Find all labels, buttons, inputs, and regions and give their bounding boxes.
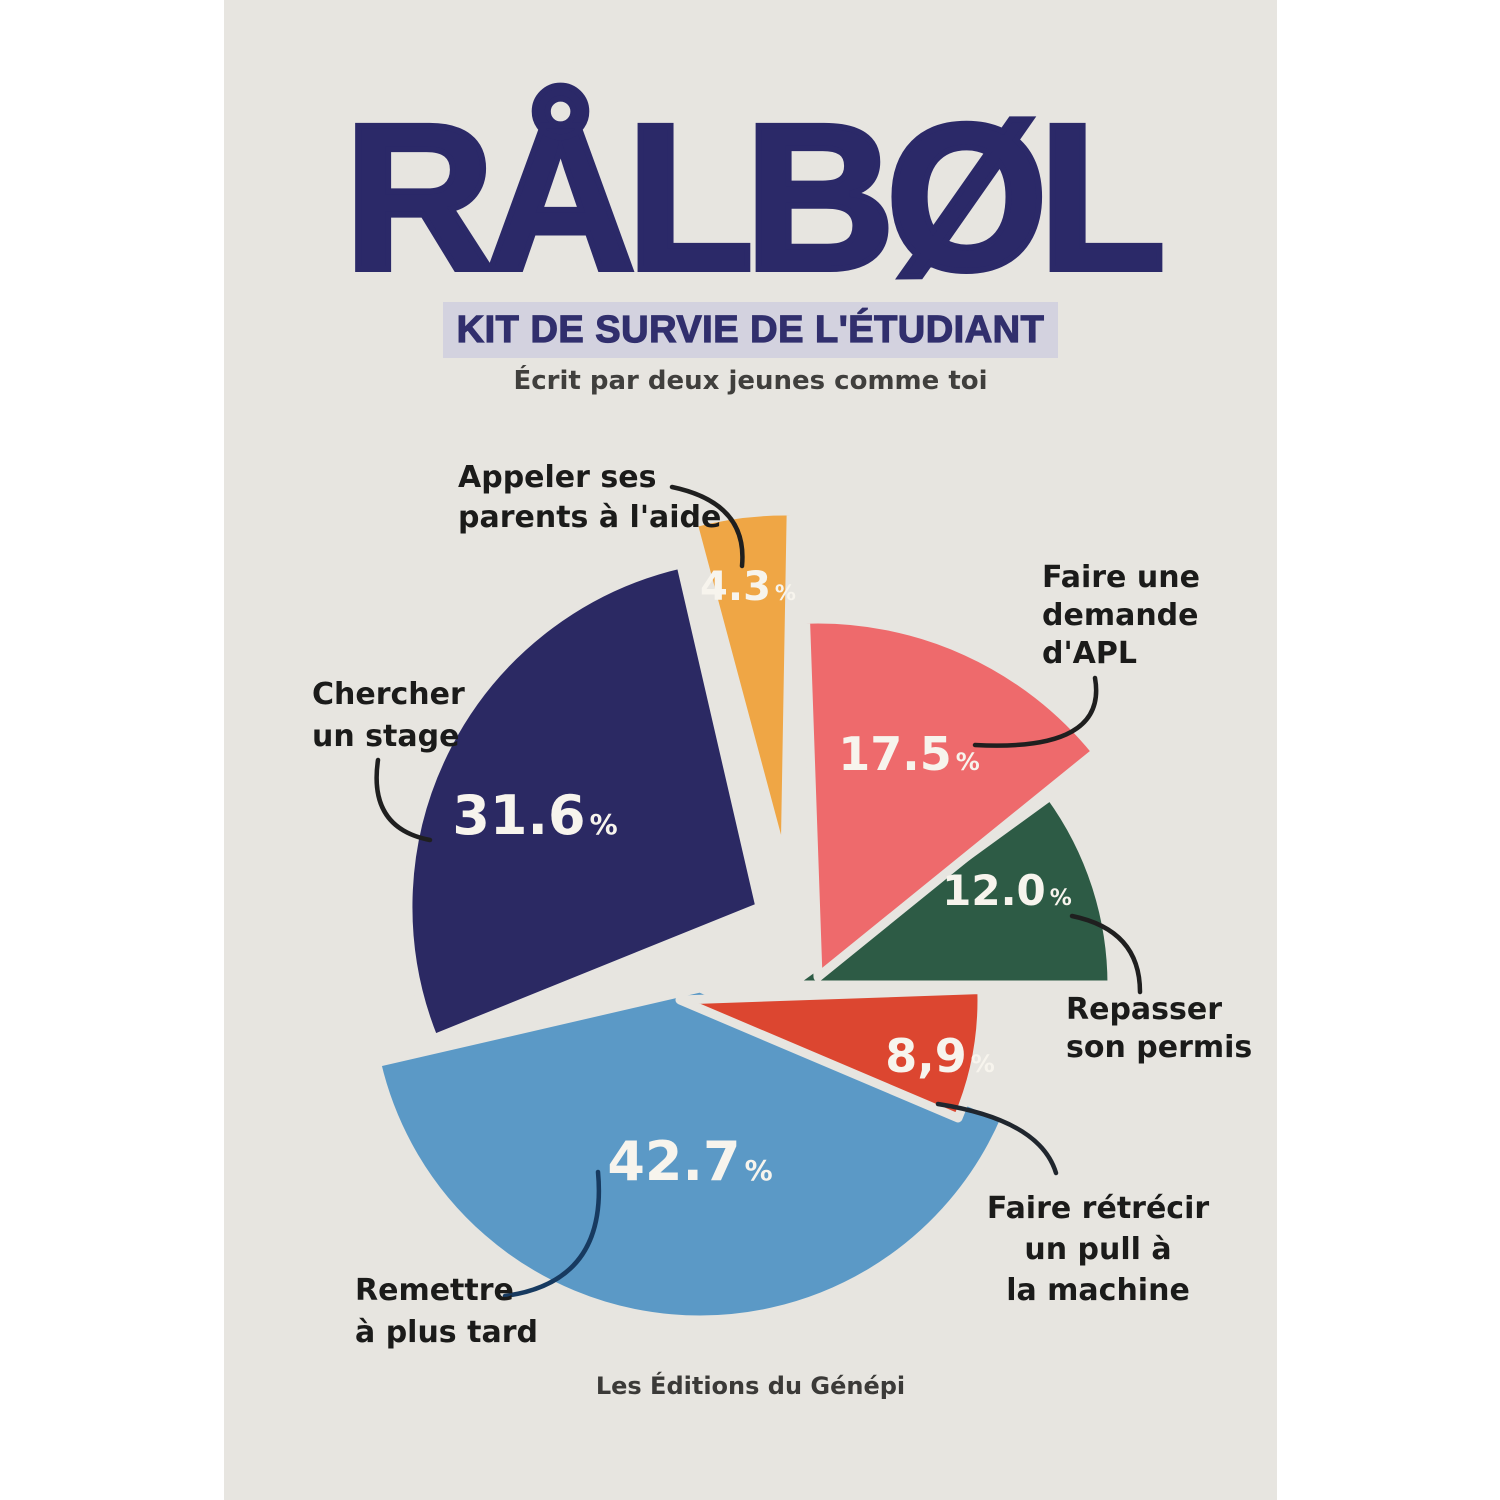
subtitle-text: KIT DE SURVIE DE L'ÉTUDIANT — [456, 308, 1045, 351]
connector-appeler — [669, 484, 745, 569]
annotation-appeler-line2: parents à l'aide — [458, 500, 721, 535]
tagline: Écrit par deux jeunes comme toi — [513, 366, 988, 396]
annotation-apl-line3: d'APL — [1042, 636, 1137, 671]
publisher-imprint: Les Éditions du Génépi — [595, 1372, 906, 1400]
connector-permis — [1069, 913, 1143, 995]
connector-lines-layer — [374, 484, 1143, 1299]
connector-apl — [972, 675, 1099, 748]
annotation-apl-line1: Faire une — [1042, 560, 1200, 595]
slice-value-permis: 12.0% — [942, 866, 1072, 915]
connector-retrecir — [935, 1101, 1059, 1176]
slice-value-chercher: 31.6% — [452, 784, 617, 847]
annotation-retrecir-line2: un pull à — [1024, 1232, 1171, 1267]
annotation-retrecir-line3: la machine — [1006, 1273, 1190, 1308]
slice-value-retrecir: 8,9% — [885, 1029, 995, 1083]
pie-slice-appeler — [688, 506, 796, 872]
annotations-layer: Appeler ses parents à l'aide Faire unedema… — [312, 460, 1252, 1350]
pie-slices-layer — [372, 506, 1117, 1325]
annotation-remettre-line2: à plus tard — [355, 1315, 538, 1350]
annotation-permis-line2: son permis — [1066, 1030, 1252, 1065]
annotation-chercher-line2: un stage — [312, 719, 459, 754]
annotation-remettre-line1: Remettre — [355, 1273, 514, 1308]
slice-value-appeler: 4.3% — [700, 564, 796, 610]
annotation-permis-line1: Repasser — [1066, 992, 1222, 1027]
annotation-apl-line2: demande — [1042, 598, 1199, 633]
subtitle-highlight-band — [442, 302, 1059, 358]
slice-value-remettre: 42.7% — [607, 1130, 772, 1193]
pie-slice-apl — [801, 614, 1101, 982]
subtitle-row: KIT DE SURVIE DE L'ÉTUDIANT — [224, 302, 1277, 358]
slice-value-apl: 17.5% — [838, 727, 980, 781]
book-title: RÅLBØL — [341, 82, 1169, 314]
annotation-retrecir-line1: Faire rétrécir — [987, 1191, 1210, 1226]
annotation-appeler-line1: Appeler ses — [458, 460, 656, 495]
slice-values-layer: 42.7 % 31.6 % 12.0 % 17.5 % 4.3 % 8,9% — [452, 564, 1071, 1193]
connector-chercher — [374, 757, 433, 843]
subtitle-wrap: KIT DE SURVIE DE L'ÉTUDIANT — [442, 302, 1059, 358]
pie-slice-chercher — [403, 559, 765, 1044]
connector-remettre — [502, 1169, 602, 1299]
pie-slice-retrecir — [675, 985, 987, 1123]
annotation-chercher-line1: Chercher — [312, 677, 465, 712]
